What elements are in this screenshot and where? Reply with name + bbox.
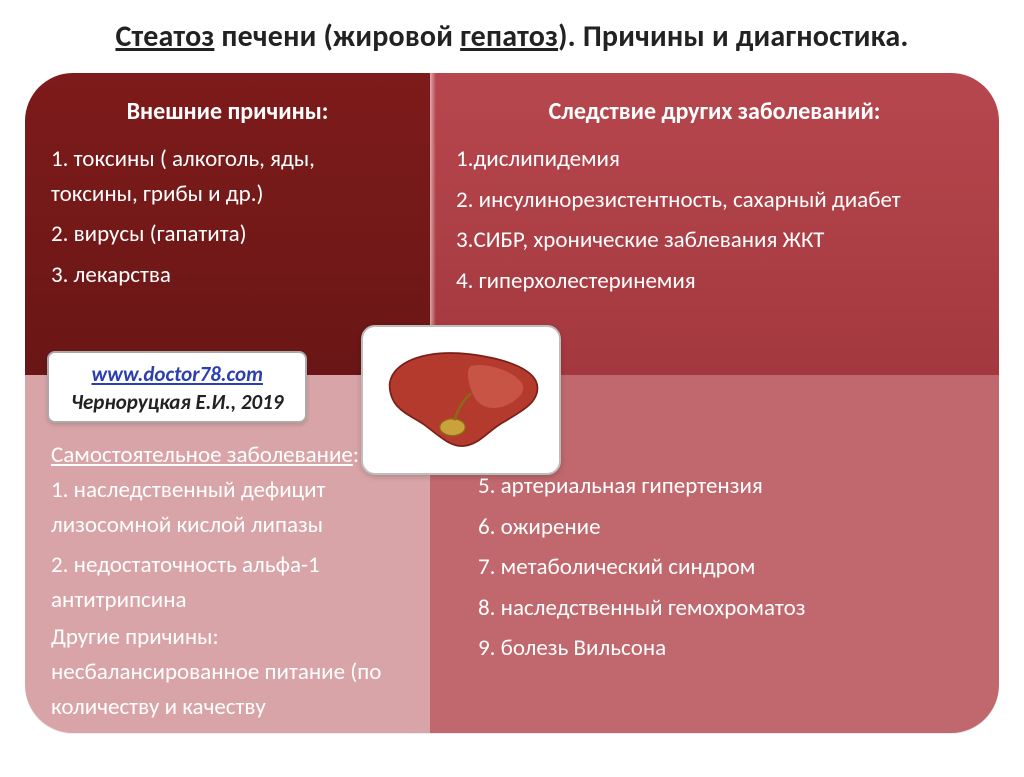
- page-title: Стеатоз печени (жировой гепатоз). Причин…: [24, 18, 1000, 55]
- list-item: 2. недостаточность альфа-1 антитрипсина: [51, 548, 404, 617]
- list-item: 9. болезь Вильсона: [478, 631, 973, 666]
- list-item: несбалансированное питание (по количеств…: [51, 655, 404, 724]
- tl-heading: Внешние причины:: [51, 97, 404, 126]
- tr-heading: Следствие других заболеваний:: [456, 97, 973, 126]
- list-item: 5. артериальная гипертензия: [478, 469, 973, 504]
- liver-icon-box: [361, 325, 561, 475]
- source-author: Черноруцкая Е.И., 2019: [71, 389, 283, 415]
- list-item: 2. вирусы (гапатита): [51, 217, 404, 252]
- list-item: 6. ожирение: [478, 510, 973, 545]
- list-item: 7. метаболический синдром: [478, 550, 973, 585]
- bl-subheading: Самостоятельное заболевание:: [51, 441, 404, 469]
- list-item: 1.дислипидемия: [456, 142, 973, 177]
- bl-subheading: Другие причины:: [51, 623, 404, 651]
- list-item: 2. инсулинорезистентность, сахарный диаб…: [456, 183, 973, 218]
- list-item: 4. гиперхолестеринемия: [456, 264, 973, 299]
- source-credit-box: www.doctor78.com Черноруцкая Е.И., 2019: [47, 351, 307, 423]
- list-item: 1. токсины ( алкоголь, яды, токсины, гри…: [51, 142, 404, 211]
- list-item: 1. наследственный дефицит лизосомной кис…: [51, 473, 404, 542]
- list-item: 3.СИБР, хронические заблевания ЖКТ: [456, 223, 973, 258]
- source-website: www.doctor78.com: [71, 361, 283, 387]
- liver-icon: [376, 340, 546, 460]
- list-item: 8. наследственный гемохроматоз: [478, 591, 973, 626]
- list-item: 3. лекарства: [51, 258, 404, 293]
